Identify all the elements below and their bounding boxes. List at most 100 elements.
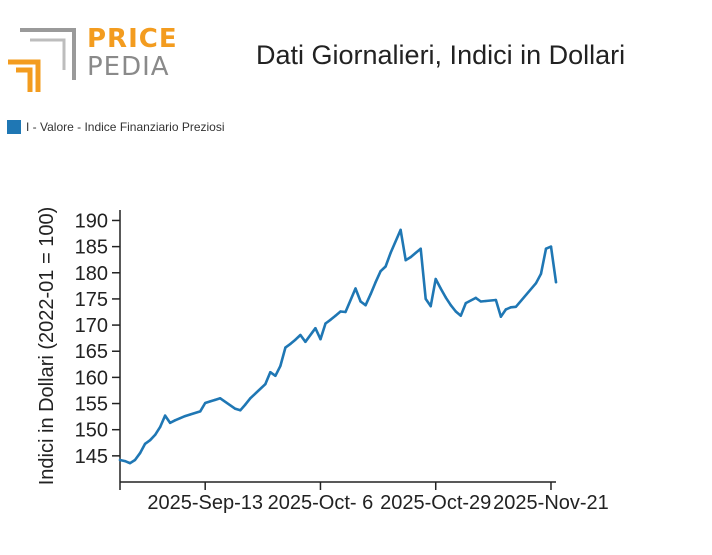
data-point bbox=[163, 414, 167, 417]
data-point bbox=[364, 304, 367, 307]
data-point bbox=[374, 280, 377, 284]
data-point bbox=[153, 433, 157, 437]
data-point bbox=[198, 410, 202, 413]
data-point bbox=[539, 272, 543, 276]
data-point bbox=[514, 305, 518, 308]
data-point bbox=[499, 315, 503, 318]
legend-label: I - Valore - Indice Finanziario Preziosi bbox=[26, 120, 225, 134]
y-tick-label: 165 bbox=[75, 341, 108, 363]
data-point bbox=[148, 438, 152, 442]
y-tick-label: 180 bbox=[75, 263, 108, 285]
data-point bbox=[399, 228, 402, 232]
data-point bbox=[549, 245, 553, 248]
pricepedia-logo: PRICE PEDIA bbox=[8, 22, 177, 94]
data-point bbox=[404, 259, 407, 262]
data-point bbox=[234, 407, 237, 410]
data-point bbox=[324, 322, 327, 325]
x-tick-label: 2025-Oct- 6 bbox=[268, 492, 374, 514]
y-tick-label: 155 bbox=[75, 394, 108, 416]
data-point bbox=[474, 296, 478, 300]
data-point bbox=[138, 452, 142, 455]
data-point bbox=[168, 421, 172, 425]
data-point bbox=[219, 397, 222, 400]
data-point bbox=[464, 301, 467, 305]
data-point bbox=[128, 461, 132, 465]
y-tick-label: 185 bbox=[75, 237, 108, 259]
data-point bbox=[274, 374, 277, 378]
data-point bbox=[354, 287, 357, 290]
data-point bbox=[424, 297, 427, 301]
data-point bbox=[494, 298, 498, 302]
data-point bbox=[434, 277, 437, 281]
data-point bbox=[209, 400, 212, 403]
logo-word-pedia: PEDIA bbox=[87, 52, 170, 82]
data-point bbox=[504, 308, 508, 311]
data-point bbox=[294, 338, 297, 341]
data-point bbox=[244, 403, 247, 406]
data-point bbox=[429, 305, 432, 308]
data-point bbox=[379, 270, 382, 273]
data-point bbox=[133, 458, 137, 462]
y-tick-label: 170 bbox=[75, 315, 108, 337]
data-point bbox=[123, 459, 127, 463]
data-point bbox=[239, 409, 242, 412]
legend-swatch bbox=[7, 120, 21, 134]
logo-mark-orange-bracket-outer bbox=[8, 59, 41, 92]
data-point bbox=[369, 293, 372, 296]
x-tick-label: 2025-Nov-21 bbox=[493, 492, 609, 514]
data-point bbox=[419, 247, 422, 250]
y-axis-title: Indici in Dollari (2022-01 = 100) bbox=[36, 207, 58, 486]
logo-mark-gray-bracket bbox=[20, 28, 76, 80]
data-point bbox=[339, 310, 342, 313]
data-point bbox=[389, 251, 392, 255]
legend: I - Valore - Indice Finanziario Preziosi bbox=[7, 118, 225, 136]
data-point bbox=[484, 299, 488, 303]
data-point bbox=[384, 265, 387, 268]
data-point bbox=[479, 300, 483, 303]
chart-title: Dati Giornalieri, Indici in Dollari bbox=[256, 40, 626, 70]
data-point bbox=[289, 342, 292, 346]
logo-mark bbox=[8, 28, 76, 92]
data-point bbox=[203, 401, 207, 405]
logo-mark-orange-bracket-inner bbox=[16, 67, 33, 92]
y-tick-label: 175 bbox=[75, 289, 108, 311]
data-point bbox=[344, 310, 347, 314]
x-tick-label: 2025-Sep-13 bbox=[147, 492, 263, 514]
logo-mark-light-bracket bbox=[30, 38, 66, 70]
data-point bbox=[544, 247, 548, 250]
y-tick-label: 150 bbox=[75, 420, 108, 442]
data-point bbox=[279, 364, 282, 368]
data-point bbox=[454, 310, 457, 313]
data-point bbox=[183, 414, 187, 418]
y-tick-label: 160 bbox=[75, 367, 108, 389]
logo-word-price: PRICE bbox=[87, 24, 178, 54]
data-point bbox=[178, 416, 182, 420]
data-point bbox=[459, 314, 462, 317]
data-point bbox=[214, 398, 217, 402]
data-point bbox=[329, 318, 332, 322]
data-point bbox=[319, 338, 322, 341]
series-line bbox=[118, 228, 558, 465]
chart-axes: 145 150 155 160 165 170 175 180 185 190 2025-Sep-1… bbox=[36, 207, 609, 514]
series-layer bbox=[118, 228, 558, 465]
y-tick-label: 145 bbox=[75, 446, 108, 468]
data-point bbox=[314, 327, 317, 330]
data-point bbox=[269, 370, 272, 374]
data-point bbox=[143, 442, 147, 446]
y-tick-label: 190 bbox=[75, 210, 108, 232]
data-point bbox=[554, 280, 558, 284]
data-point bbox=[444, 296, 447, 299]
data-point bbox=[449, 304, 452, 307]
data-point bbox=[359, 300, 362, 303]
data-point bbox=[439, 287, 442, 290]
data-point bbox=[118, 458, 122, 462]
data-point bbox=[249, 397, 252, 400]
data-point bbox=[284, 346, 287, 349]
data-point bbox=[509, 306, 513, 309]
data-point bbox=[264, 382, 267, 386]
x-tick-label: 2025-Oct-29 bbox=[380, 492, 491, 514]
data-point bbox=[334, 314, 337, 317]
data-point bbox=[173, 419, 177, 422]
data-point bbox=[299, 333, 302, 337]
